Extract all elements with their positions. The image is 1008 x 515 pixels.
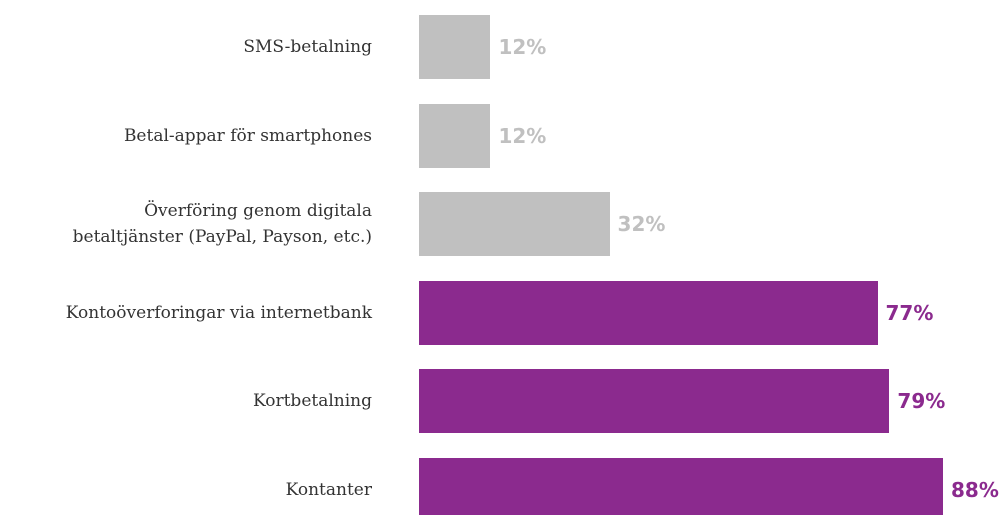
category-label: Kortbetalning [253, 391, 372, 412]
value-label: 32% [617, 212, 666, 237]
category-label: Betal-appar för smartphones [123, 125, 372, 146]
bar [419, 458, 943, 515]
bar [419, 103, 491, 168]
bar [419, 369, 890, 434]
category-label: SMS-betalning [243, 37, 372, 57]
category-label: Kontoöverforingar via internetbank [65, 302, 372, 323]
value-label: 77% [885, 300, 934, 325]
value-label: 88% [951, 478, 999, 502]
value-label: 12% [498, 123, 547, 148]
value-label: 79% [897, 389, 946, 414]
value-label: 12% [498, 35, 547, 59]
category-label: Kontanter [285, 480, 372, 500]
bar [419, 192, 610, 257]
bar [419, 15, 491, 79]
bar [419, 280, 878, 345]
category-label: Överföring genom digitala betaltjänster … [72, 201, 372, 248]
